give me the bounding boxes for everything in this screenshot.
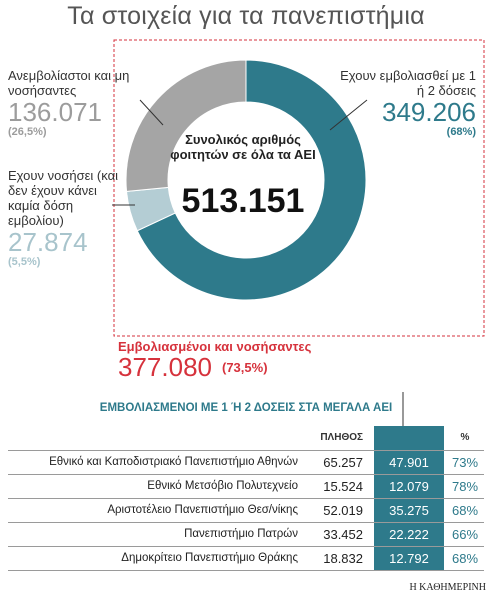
total-students: 33.452 xyxy=(323,527,363,542)
table-title: ΕΜΒΟΛΙΑΣΜΕΝΟΙ ΜΕ 1 Ή 2 ΔΟΣΕΙΣ ΣΤΑ ΜΕΓΑΛΑ… xyxy=(99,402,393,414)
university-name: Αριστοτέλειο Πανεπιστήμιο Θεσ/νίκης xyxy=(107,504,298,516)
center-value: 513.151 xyxy=(181,182,305,220)
table-row: Αριστοτέλειο Πανεπιστήμιο Θεσ/νίκης 52.01… xyxy=(8,498,484,523)
vaccinated-students: 47.901 xyxy=(389,455,429,470)
vaccinated-recovered-value: 377.080 xyxy=(118,352,212,382)
unvaccinated-label: Ανεμβολίαστοι και μη νοσήσαντες xyxy=(8,68,130,98)
vaccinated-students: 12.079 xyxy=(389,479,429,494)
recovered-percent: (5,5%) xyxy=(8,256,41,268)
page-title: Τα στοιχεία για τα πανεπιστήμια xyxy=(67,2,425,30)
slice-unvaccinated xyxy=(125,59,247,192)
vaccinated-percent: 73% xyxy=(451,455,479,470)
table-bottom-rule xyxy=(8,570,484,571)
vaccinated-percent: 66% xyxy=(451,527,479,542)
table-header-percent: % xyxy=(460,432,470,443)
university-name: Εθνικό και Καποδιστριακό Πανεπιστήμιο Αθ… xyxy=(49,456,298,468)
vaccinated-percent: 78% xyxy=(451,479,479,494)
unvaccinated-percent: (26,5%) xyxy=(8,126,47,138)
slice-vaccinated xyxy=(136,59,367,301)
vaccinated-label: Εχουν εμβολιασθεί με 1 ή 2 δόσεις xyxy=(340,68,476,98)
vaccinated-students: 22.222 xyxy=(389,527,429,542)
leader-line-vaccinated xyxy=(329,99,368,131)
vaccinated-percent: (68%) xyxy=(446,126,476,138)
university-name: Δημοκρίτειο Πανεπιστήμιο Θράκης xyxy=(121,552,298,564)
vaccinated-recovered-label: Εμβολιασμένοι και νοσήσαντες xyxy=(118,339,312,354)
table-row: Εθνικό Μετσόβιο Πολυτεχνείο 15.524 12.079 7… xyxy=(8,474,484,499)
table-row: Δημοκρίτειο Πανεπιστήμιο Θράκης 18.832 12.… xyxy=(8,546,484,571)
recovered-label: Εχουν νοσήσει (και δεν έχουν κάνει καμία… xyxy=(8,168,118,228)
recovered-value: 27.874 xyxy=(8,227,88,257)
university-name: Πανεπιστήμιο Πατρών xyxy=(184,528,298,540)
total-students: 52.019 xyxy=(323,503,363,518)
total-students: 18.832 xyxy=(323,551,363,566)
leader-line-unvaccinated xyxy=(139,99,164,126)
total-students: 65.257 xyxy=(323,455,363,470)
donut-slices xyxy=(125,59,367,301)
vaccinated-students: 35.275 xyxy=(389,503,429,518)
unvaccinated-value: 136.071 xyxy=(8,97,102,127)
center-label: Συνολικός αριθμός φοιτητών σε όλα τα ΑΕΙ xyxy=(170,132,316,162)
table-row: Εθνικό και Καποδιστριακό Πανεπιστήμιο Αθ… xyxy=(8,450,484,475)
university-name: Εθνικό Μετσόβιο Πολυτεχνείο xyxy=(147,480,298,492)
vaccinated-percent: 68% xyxy=(451,503,479,518)
table-header-total: ΠΛΗΘΟΣ xyxy=(320,432,363,443)
source-credit: Η ΚΑΘΗΜΕΡΙΝΗ xyxy=(409,582,486,593)
vaccinated-value: 349.206 xyxy=(382,97,476,127)
total-students: 15.524 xyxy=(323,479,363,494)
vaccinated-percent: 68% xyxy=(451,551,479,566)
highlight-frame xyxy=(113,39,485,337)
table-row: Πανεπιστήμιο Πατρών 33.452 22.222 66% xyxy=(8,522,484,547)
vaccinated-recovered-percent: (73,5%) xyxy=(222,360,268,375)
vaccinated-students: 12.792 xyxy=(389,551,429,566)
